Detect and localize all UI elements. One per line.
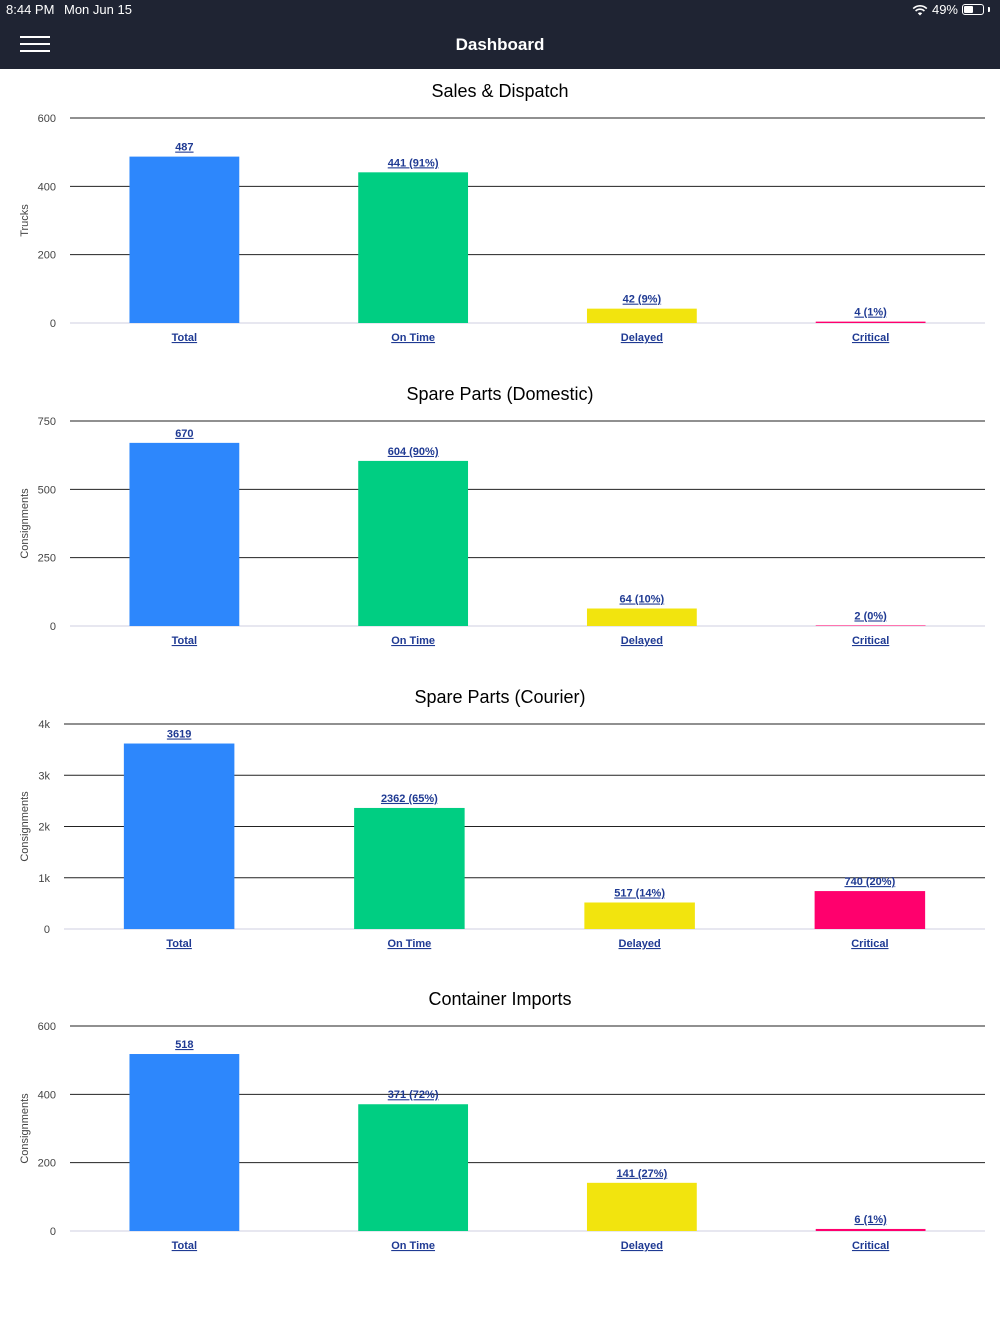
category-label-delayed[interactable]: Delayed — [621, 635, 663, 647]
bar-value-label[interactable]: 487 — [175, 142, 193, 154]
y-tick-label: 1k — [38, 873, 50, 885]
bar-value-label[interactable]: 2 (0%) — [854, 610, 887, 622]
page-title: Dashboard — [455, 35, 545, 54]
bar-value-label[interactable]: 517 (14%) — [614, 888, 665, 900]
chart-spare-parts-courier: 0 1k 2k 3k 4k Consignments 3619 Total 2362 (65%)… — [19, 719, 985, 950]
bar-delayed[interactable] — [586, 308, 697, 323]
bar-delayed[interactable] — [586, 608, 697, 626]
y-tick-label: 200 — [38, 1158, 56, 1170]
bar-total[interactable] — [129, 156, 240, 323]
category-label-on-time[interactable]: On Time — [387, 938, 431, 950]
y-tick-label: 2k — [38, 822, 50, 834]
category-label-total[interactable]: Total — [166, 938, 191, 950]
category-label-critical[interactable]: Critical — [852, 332, 889, 344]
y-tick-label: 200 — [38, 250, 56, 262]
chart-container-imports: 0 200 400 600 Consignments 518 Total 371 (72%) O… — [19, 1021, 985, 1252]
bar-value-label[interactable]: 2362 (65%) — [381, 793, 438, 805]
y-tick-label: 250 — [38, 553, 56, 565]
category-label-on-time[interactable]: On Time — [391, 332, 435, 344]
bar-value-label[interactable]: 6 (1%) — [854, 1214, 887, 1226]
bar-critical[interactable] — [815, 1228, 926, 1231]
bar-critical[interactable] — [815, 625, 926, 626]
chart-title-spare-parts-domestic: Spare Parts (Domestic) — [406, 384, 594, 404]
category-label-critical[interactable]: Critical — [851, 938, 888, 950]
wifi-icon — [912, 4, 928, 15]
bar-critical[interactable] — [814, 891, 926, 929]
y-axis-label: Consignments — [19, 488, 31, 559]
bar-value-label[interactable]: 670 — [175, 428, 193, 440]
battery-cap — [988, 7, 990, 12]
status-time: 8:44 PM — [6, 2, 55, 17]
chart-sales-dispatch: 0 200 400 600 Trucks 487 Total 441 (91%) On Time… — [19, 113, 985, 344]
y-axis-label: Consignments — [19, 1093, 31, 1164]
category-label-total[interactable]: Total — [172, 1240, 197, 1252]
bar-total[interactable] — [129, 1054, 240, 1231]
bar-on-time[interactable] — [358, 1104, 469, 1231]
chart-title-container-imports: Container Imports — [428, 989, 572, 1009]
chart-title-sales-dispatch: Sales & Dispatch — [431, 81, 569, 101]
y-tick-label: 0 — [50, 621, 56, 633]
category-label-delayed[interactable]: Delayed — [621, 1240, 663, 1252]
bar-value-label[interactable]: 518 — [175, 1039, 193, 1051]
category-label-delayed[interactable]: Delayed — [619, 938, 661, 950]
chart-title-spare-parts-courier: Spare Parts (Courier) — [414, 687, 586, 707]
y-tick-label: 0 — [44, 924, 50, 936]
y-tick-label: 750 — [38, 416, 56, 428]
bar-value-label[interactable]: 3619 — [167, 729, 191, 741]
y-tick-label: 400 — [38, 181, 56, 193]
y-tick-label: 500 — [38, 484, 56, 496]
bar-on-time[interactable] — [358, 172, 469, 323]
status-date: Mon Jun 15 — [64, 2, 132, 17]
y-tick-label: 400 — [38, 1089, 56, 1101]
category-label-total[interactable]: Total — [172, 332, 197, 344]
category-label-critical[interactable]: Critical — [852, 1240, 889, 1252]
bar-value-label[interactable]: 42 (9%) — [623, 294, 662, 306]
category-label-on-time[interactable]: On Time — [391, 635, 435, 647]
hamburger-menu-icon[interactable] — [20, 36, 50, 54]
y-tick-label: 0 — [50, 1226, 56, 1238]
bar-total[interactable] — [123, 743, 235, 929]
y-axis-label: Consignments — [19, 791, 31, 862]
category-label-total[interactable]: Total — [172, 635, 197, 647]
bar-value-label[interactable]: 740 (20%) — [844, 876, 895, 888]
battery-icon — [962, 4, 984, 15]
bar-critical[interactable] — [815, 321, 926, 323]
bar-total[interactable] — [129, 442, 240, 626]
bar-value-label[interactable]: 604 (90%) — [388, 446, 439, 458]
bar-on-time[interactable] — [354, 807, 465, 929]
category-label-delayed[interactable]: Delayed — [621, 332, 663, 344]
category-label-critical[interactable]: Critical — [852, 635, 889, 647]
y-tick-label: 3k — [38, 770, 50, 782]
status-indicators: 49% — [912, 2, 990, 17]
y-tick-label: 4k — [38, 719, 50, 731]
y-tick-label: 600 — [38, 113, 56, 125]
bar-value-label[interactable]: 64 (10%) — [620, 594, 665, 606]
bar-value-label[interactable]: 141 (27%) — [616, 1168, 667, 1180]
chart-spare-parts-domestic: 0 250 500 750 Consignments 670 Total 604 (90%) O… — [19, 416, 985, 647]
bar-value-label[interactable]: 441 (91%) — [388, 157, 439, 169]
bar-on-time[interactable] — [358, 460, 469, 626]
y-axis-label: Trucks — [19, 204, 31, 237]
bar-value-label[interactable]: 4 (1%) — [854, 307, 887, 319]
category-label-on-time[interactable]: On Time — [391, 1240, 435, 1252]
bar-delayed[interactable] — [584, 902, 695, 929]
y-tick-label: 600 — [38, 1021, 56, 1033]
battery-percent: 49% — [931, 2, 958, 17]
top-bar: 8:44 PM Mon Jun 15 49% Dashboard — [0, 0, 1000, 69]
bar-value-label[interactable]: 371 (72%) — [388, 1089, 439, 1101]
y-tick-label: 0 — [50, 318, 56, 330]
bar-delayed[interactable] — [586, 1182, 697, 1231]
